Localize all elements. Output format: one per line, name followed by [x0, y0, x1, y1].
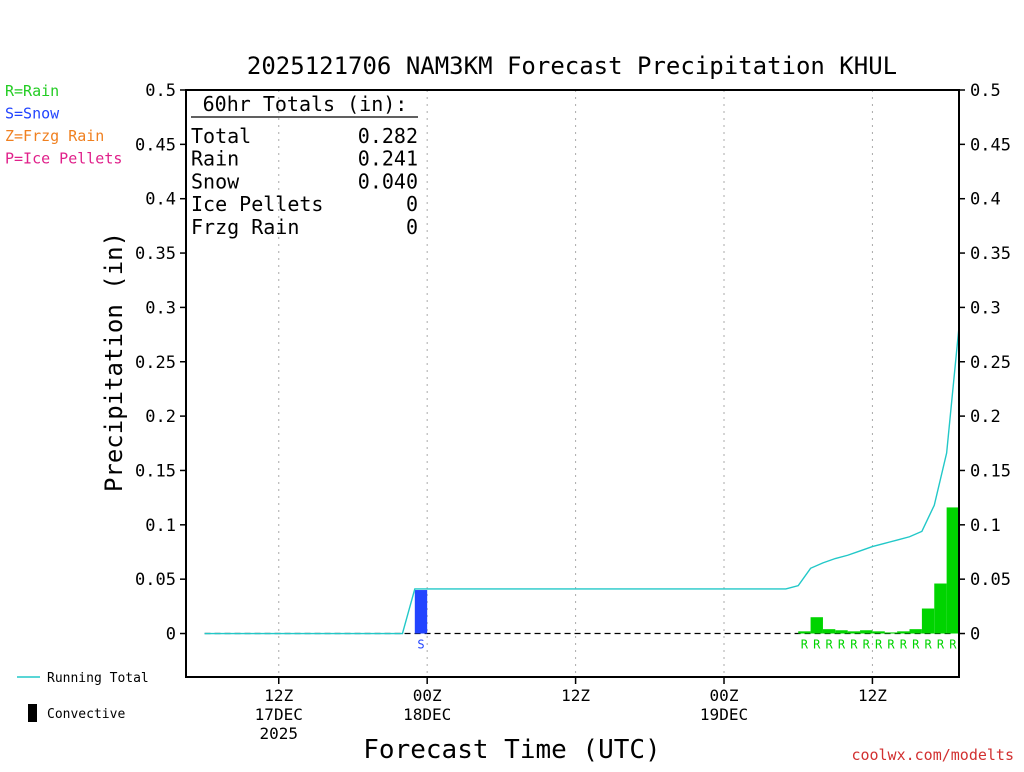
site-credit: coolwx.com/modelts	[851, 746, 1014, 764]
y-axis-left-ticks: 0 0.05 0.1 0.15 0.2 0.25 0.3 0.35 0.4 0.45 0.5	[135, 81, 186, 645]
precip-type-letter: S	[417, 638, 424, 652]
rain-bar	[897, 631, 910, 634]
running-total-line	[204, 326, 960, 635]
totals-row-value: 0	[406, 215, 418, 239]
totals-box: 60hr Totals (in): Total 0.282 Rain 0.241 Sno…	[191, 92, 418, 239]
precip-type-letter: R	[813, 638, 821, 652]
rain-bar	[822, 629, 836, 634]
precip-type-letter: R	[900, 638, 908, 652]
rain-bar	[884, 632, 898, 634]
precip-type-letter: R	[826, 638, 834, 652]
y-tick-label-right: 0.45	[970, 135, 1011, 155]
x-axis-label: Forecast Time (UTC)	[363, 735, 660, 765]
y-axis-right-ticks: 0 0.05 0.1 0.15 0.2 0.25 0.3 0.35 0.4 0.45 0.5	[959, 81, 1011, 645]
x-tick-label: 12Z	[561, 686, 590, 705]
convective-legend-label: Convective	[47, 707, 125, 722]
rain-bar	[909, 629, 922, 634]
y-tick-label-left: 0.35	[135, 244, 176, 264]
y-tick-label-left: 0.3	[145, 298, 176, 318]
totals-row-label: Ice Pellets	[191, 192, 323, 216]
x-tick-label: 12Z	[858, 686, 887, 705]
y-tick-label-right: 0.05	[970, 570, 1011, 590]
totals-row-label: Total	[191, 124, 251, 148]
rain-bar	[860, 630, 873, 634]
y-tick-label-left: 0.25	[135, 353, 176, 373]
y-tick-label-left: 0.05	[135, 570, 176, 590]
x-tick-date: 19DEC	[700, 705, 748, 724]
x-tick-date: 18DEC	[403, 705, 451, 724]
precip-bars	[414, 507, 959, 634]
totals-row-value: 0	[406, 192, 418, 216]
y-tick-label-left: 0	[166, 625, 176, 645]
rain-bar	[946, 507, 959, 634]
precip-type-letter: R	[924, 638, 932, 652]
y-axis-label: Precipitation (in)	[100, 232, 128, 492]
y-tick-label-left: 0.5	[145, 81, 176, 101]
totals-row-value: 0.282	[358, 124, 418, 148]
y-tick-label-right: 0.2	[970, 407, 1001, 427]
x-tick-label: 12Z	[264, 686, 293, 705]
totals-row-label: Rain	[191, 147, 239, 171]
rain-bar	[798, 631, 811, 634]
rain-bar	[847, 631, 861, 634]
totals-row-label: Snow	[191, 169, 240, 193]
y-tick-label-right: 0.35	[970, 244, 1011, 264]
totals-row-value: 0.241	[358, 147, 418, 171]
x-tick-year: 2025	[259, 724, 298, 743]
y-tick-label-right: 0.1	[970, 516, 1001, 536]
rain-bar	[810, 617, 823, 634]
chart-title: 2025121706 NAM3KM Forecast Precipitation…	[247, 52, 897, 80]
y-tick-label-right: 0.3	[970, 298, 1001, 318]
precip-type-letter: R	[949, 638, 957, 652]
y-tick-label-right: 0.25	[970, 353, 1011, 373]
running-total-legend-label: Running Total	[47, 671, 149, 686]
y-tick-label-left: 0.1	[145, 516, 176, 536]
totals-heading: 60hr Totals (in):	[203, 92, 408, 116]
x-tick-label: 00Z	[413, 686, 442, 705]
rain-bar	[872, 631, 885, 634]
legend-type-p: P=Ice Pellets	[5, 150, 122, 168]
convective-legend-swatch	[28, 704, 37, 722]
rain-bar	[934, 583, 947, 634]
y-tick-label-right: 0	[970, 625, 980, 645]
legend-type-r: R=Rain	[5, 82, 59, 100]
y-tick-label-left: 0.15	[135, 461, 176, 481]
x-tick-label: 00Z	[710, 686, 739, 705]
snow-bar	[414, 590, 428, 634]
y-tick-label-right: 0.4	[970, 190, 1001, 210]
rain-bar	[921, 608, 935, 634]
y-tick-label-left: 0.4	[145, 190, 176, 210]
y-tick-label-left: 0.45	[135, 135, 176, 155]
precip-type-letter: R	[912, 638, 920, 652]
totals-row-label: Frzg Rain	[191, 215, 299, 239]
series-legend: Running Total Convective	[17, 671, 149, 722]
precip-type-letter: R	[850, 638, 858, 652]
rain-bar	[835, 630, 848, 634]
precip-type-letter: R	[838, 638, 846, 652]
precip-type-letter: R	[801, 638, 809, 652]
y-tick-label-right: 0.15	[970, 461, 1011, 481]
precip-type-letter: R	[875, 638, 883, 652]
x-tick-date: 17DEC	[255, 705, 303, 724]
precip-type-letter: R	[887, 638, 895, 652]
y-tick-label-right: 0.5	[970, 81, 1001, 101]
precip-type-letter: R	[863, 638, 871, 652]
legend-type-s: S=Snow	[5, 105, 60, 123]
y-tick-label-left: 0.2	[145, 407, 176, 427]
precip-type-letter: R	[937, 638, 945, 652]
legend-type-z: Z=Frzg Rain	[5, 127, 104, 145]
precip-type-legend: R=Rain S=Snow Z=Frzg Rain P=Ice Pellets	[5, 82, 122, 168]
totals-row-value: 0.040	[358, 169, 418, 193]
totals-rows: Total 0.282 Rain 0.241 Snow 0.040 Ice Pellets 0…	[191, 124, 418, 239]
plot-frame	[185, 89, 960, 678]
